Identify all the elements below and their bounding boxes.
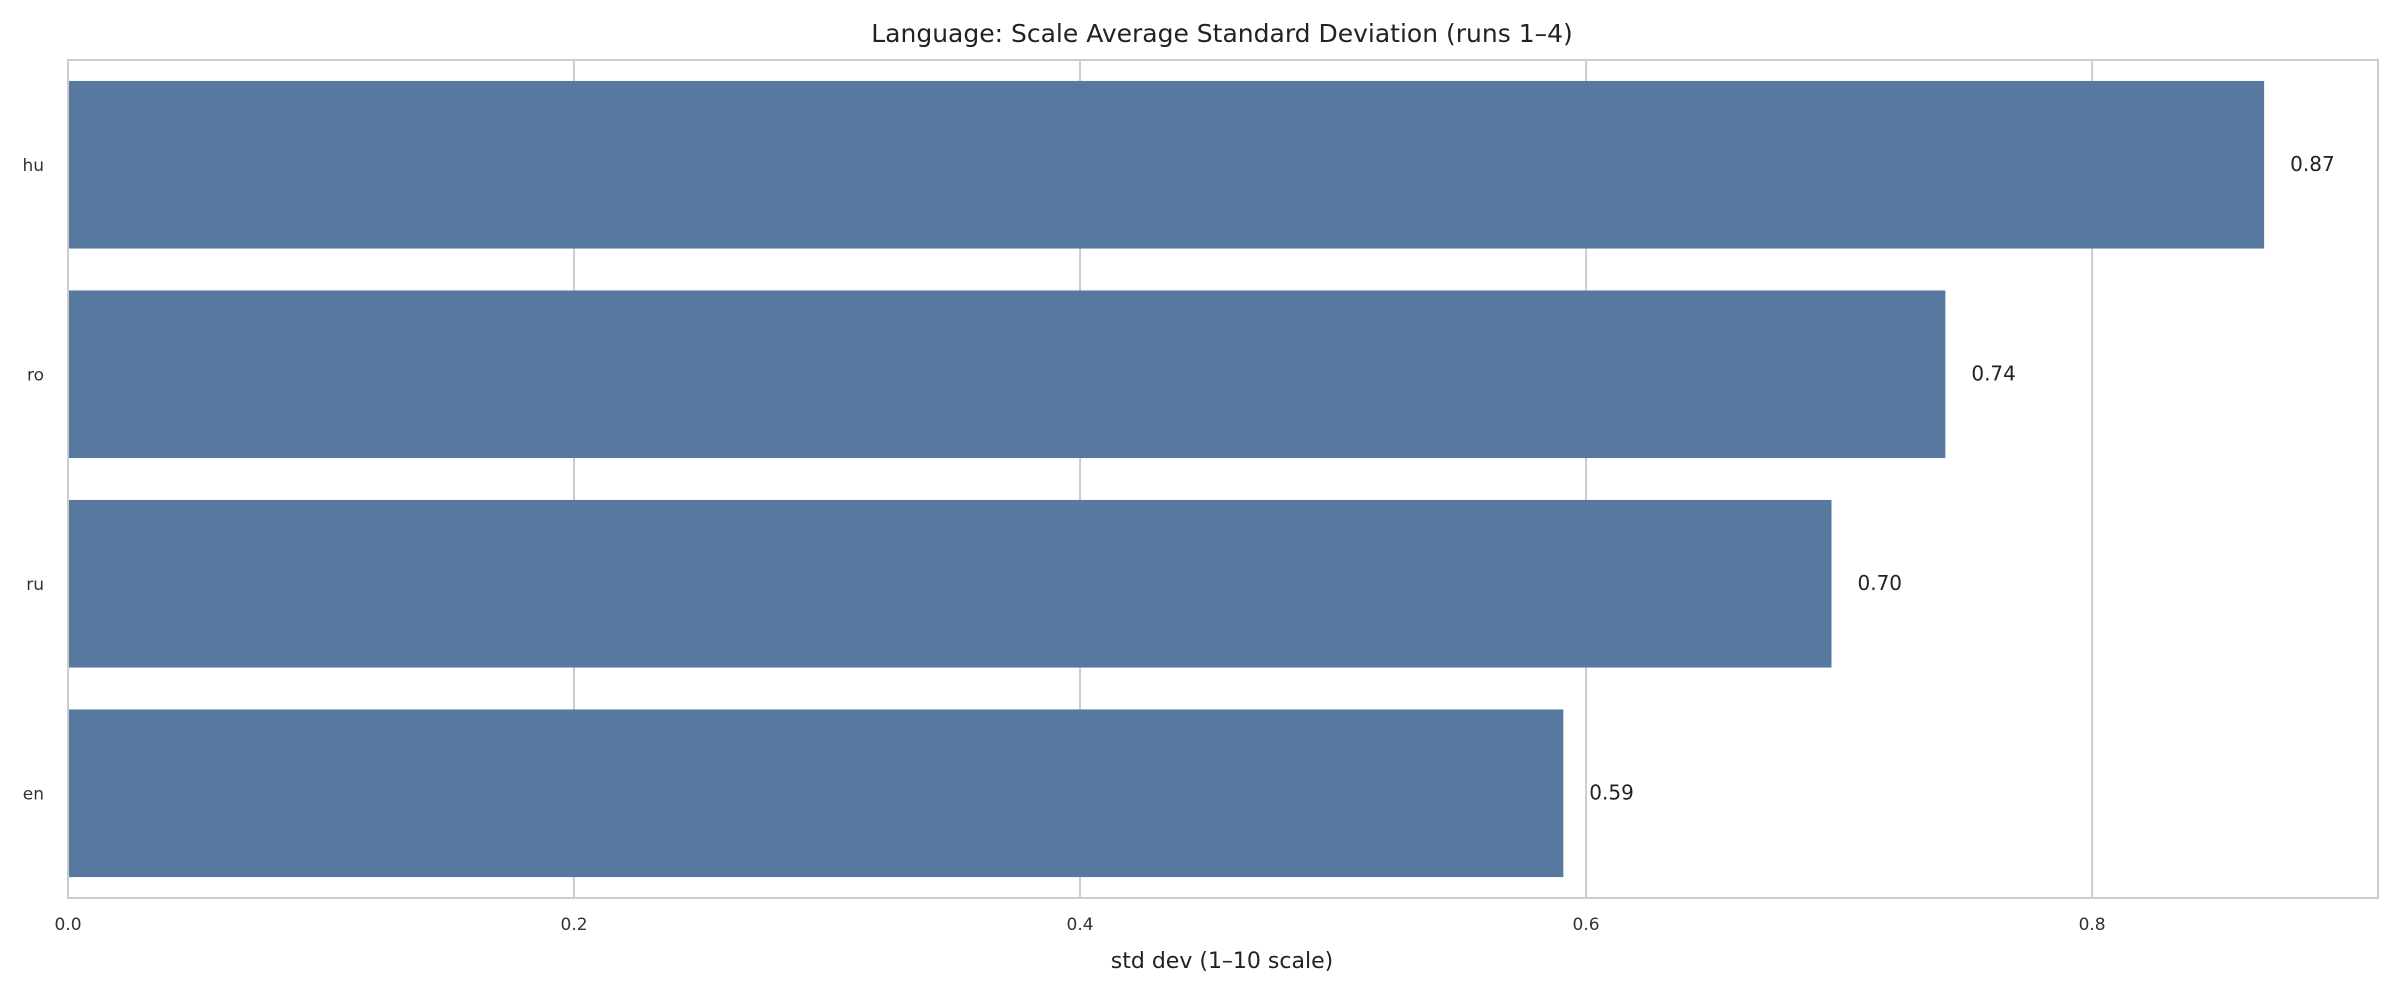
- data-label: 0.59: [1589, 780, 1634, 804]
- data-label: 0.70: [1857, 571, 1902, 595]
- data-label: 0.87: [2290, 152, 2335, 176]
- x-tick-label: 0.2: [561, 915, 588, 935]
- bar-hu: [68, 80, 2265, 249]
- y-tick-label: en: [23, 784, 44, 804]
- bar-ru: [68, 499, 1832, 668]
- x-axis-label: std dev (1–10 scale): [1111, 949, 1333, 974]
- bars: [68, 80, 2265, 878]
- x-tick-label: 0.0: [54, 915, 81, 935]
- y-tick-label: hu: [22, 156, 44, 176]
- x-tick-label: 0.6: [1573, 915, 1600, 935]
- plot-frame: [67, 59, 2379, 899]
- bar-ro: [68, 290, 1946, 459]
- chart-title: Language: Scale Average Standard Deviati…: [871, 19, 1573, 48]
- data-labels: 0.87 0.74 0.70 0.59: [1589, 152, 2334, 805]
- y-tick-label: ro: [27, 365, 44, 385]
- bar-en: [68, 709, 1564, 878]
- y-tick-label: ru: [26, 575, 44, 595]
- x-tick-labels: 0.0 0.2 0.4 0.6 0.8: [54, 915, 2105, 935]
- x-tick-label: 0.8: [2079, 915, 2106, 935]
- y-tick-labels: hu ro ru en: [22, 156, 44, 805]
- data-label: 0.74: [1971, 361, 2016, 385]
- x-tick-label: 0.4: [1067, 915, 1094, 935]
